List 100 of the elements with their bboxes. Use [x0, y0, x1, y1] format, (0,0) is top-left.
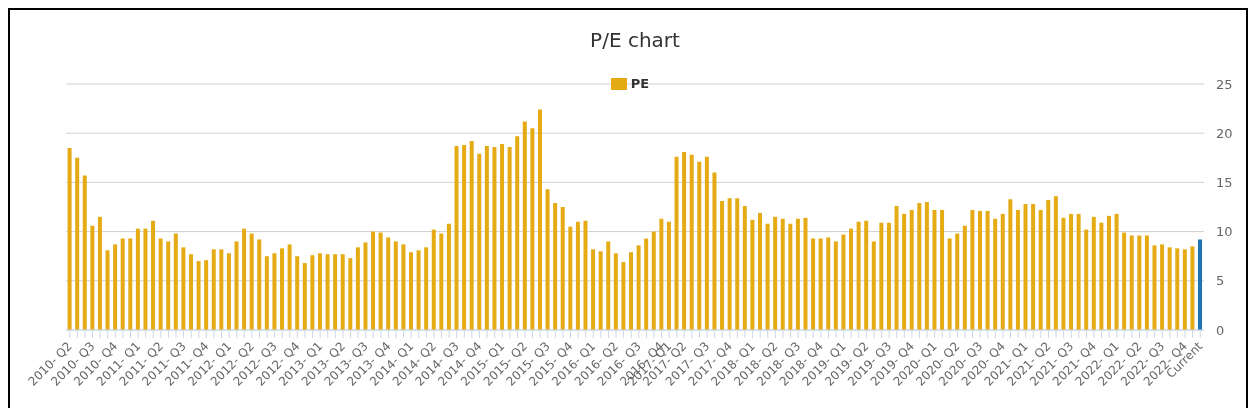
bar: [1182, 249, 1187, 330]
bar: [598, 251, 603, 330]
bar: [742, 206, 747, 330]
bar: [340, 254, 345, 330]
bar: [674, 156, 679, 330]
bar: [158, 238, 163, 330]
bar: [1076, 213, 1081, 330]
bar: [386, 237, 391, 330]
bar: [416, 250, 421, 330]
bar: [257, 239, 262, 330]
bar: [166, 241, 171, 330]
bar: [803, 217, 808, 330]
bar: [545, 189, 550, 330]
bar: [325, 254, 330, 330]
bar: [666, 221, 671, 330]
bar: [120, 238, 125, 330]
bar: [492, 146, 497, 330]
bar: [1015, 209, 1020, 330]
bar: [993, 218, 998, 330]
bar: [484, 145, 489, 330]
bar: [682, 151, 687, 330]
bar: [1038, 209, 1043, 330]
bar: [720, 201, 725, 330]
bar: [591, 249, 596, 330]
bar: [507, 146, 512, 330]
bar: [105, 250, 110, 330]
bar: [234, 241, 239, 330]
bar: [1152, 245, 1157, 330]
bar: [757, 212, 762, 330]
bar: [788, 223, 793, 330]
bar: [613, 253, 618, 330]
bar: [841, 234, 846, 330]
bar: [348, 258, 353, 330]
bar: [697, 161, 702, 330]
bar: [1167, 247, 1172, 330]
bar: [1000, 213, 1005, 330]
bar: [629, 252, 634, 330]
bar: [424, 247, 429, 330]
bar: [378, 232, 383, 330]
bar: [1031, 204, 1036, 330]
bar: [811, 238, 816, 330]
bar: [909, 209, 914, 330]
y-tick-label: 20: [1216, 125, 1233, 141]
bar: [780, 218, 785, 330]
bar: [1061, 217, 1066, 330]
bar: [712, 172, 717, 330]
bar: [886, 222, 891, 330]
bar: [310, 255, 315, 330]
bar: [924, 202, 929, 330]
bar: [1122, 232, 1127, 330]
bar: [651, 231, 656, 330]
bar: [287, 244, 292, 330]
bar: [477, 153, 482, 330]
y-tick-label: 15: [1216, 175, 1233, 191]
bar: [515, 136, 520, 330]
bar: [454, 145, 459, 330]
bar: [962, 225, 967, 330]
bar: [355, 247, 360, 330]
bar: [773, 216, 778, 330]
bar: [856, 221, 861, 330]
bar: [659, 218, 664, 330]
bar: [446, 223, 451, 330]
bar: [1084, 229, 1089, 330]
bar: [135, 228, 140, 330]
bar: [970, 209, 975, 330]
bar: [902, 213, 907, 330]
chart-title: P/E chart: [589, 28, 681, 52]
bar: [977, 210, 982, 330]
bar: [181, 247, 186, 330]
bar: [1091, 216, 1096, 330]
bar: [302, 263, 307, 330]
bar: [864, 220, 869, 330]
bar: [917, 203, 922, 330]
bar: [408, 252, 413, 330]
bar: [211, 249, 216, 330]
bar: [537, 109, 542, 330]
bar: [469, 141, 474, 330]
bar: [272, 253, 277, 330]
bar: [219, 249, 224, 330]
bar: [795, 218, 800, 330]
bar: [932, 209, 937, 330]
bar: [833, 241, 838, 330]
bar: [1099, 222, 1104, 330]
bar: [1046, 200, 1051, 330]
bar: [143, 228, 148, 330]
bar: [75, 157, 80, 330]
bar: [826, 237, 831, 330]
bar: [727, 198, 732, 330]
bar: [818, 238, 823, 330]
bar: [264, 256, 269, 330]
bar: [401, 244, 406, 330]
bar: [1160, 244, 1165, 330]
bar: [568, 226, 573, 330]
bar: [173, 233, 178, 330]
bar: [1114, 213, 1119, 330]
bar: [226, 253, 231, 330]
bar: [689, 154, 694, 330]
bar: [1106, 215, 1111, 330]
bar: [955, 233, 960, 330]
bar: [765, 223, 770, 330]
